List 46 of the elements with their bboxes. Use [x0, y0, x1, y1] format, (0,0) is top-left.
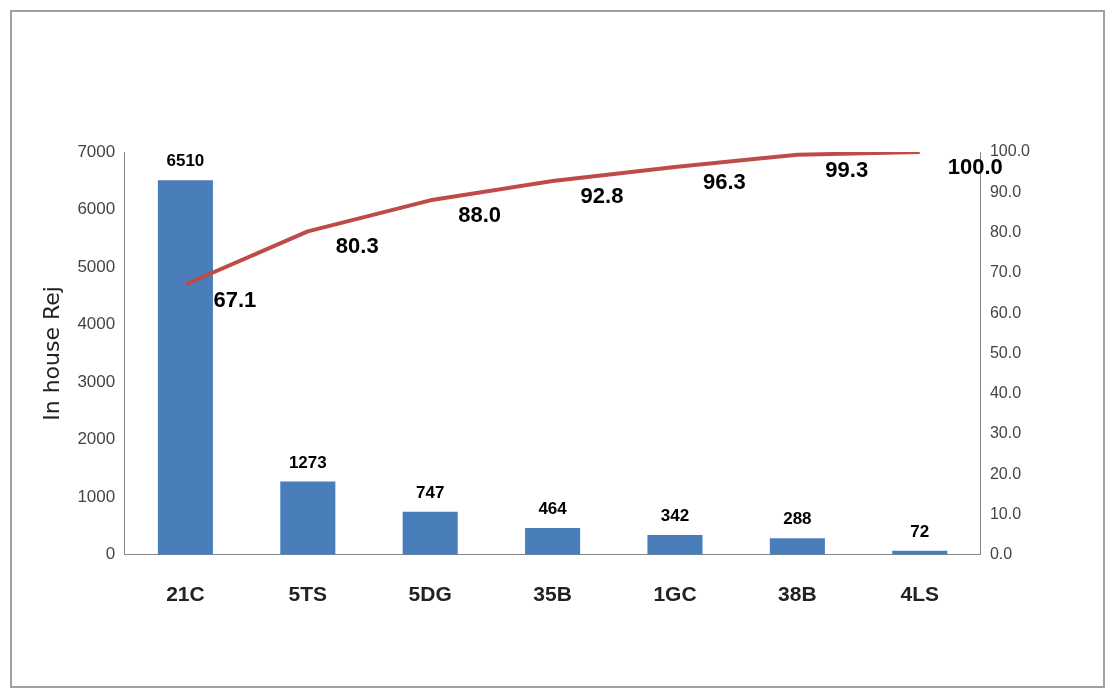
y2-tick-label: 50.0 [989, 343, 1022, 361]
bar [402, 511, 458, 555]
y2-tick-label: 0.0 [989, 545, 1013, 563]
x-tick-label: 5DG [408, 582, 452, 606]
x-tick-label: 5TS [288, 582, 328, 606]
x-tick-label: 21C [166, 582, 205, 606]
data-label: 464 [538, 499, 568, 519]
y-tick-label: 5000 [77, 256, 116, 276]
y2-tick-label: 60.0 [989, 303, 1022, 321]
y-tick-label: 6000 [77, 199, 116, 219]
data-label: 6510 [166, 151, 205, 171]
bar [647, 535, 703, 555]
y-axis-title: In house Rej [38, 286, 64, 421]
y2-tick-label: 80.0 [989, 222, 1022, 240]
data-label: 67.1 [213, 286, 257, 312]
data-label: 747 [416, 483, 445, 502]
x-tick-label: 4LS [900, 582, 940, 606]
x-tick-label: 35B [533, 582, 572, 606]
bar [769, 538, 825, 555]
y2-tick-label: 100.0 [989, 142, 1031, 160]
y-tick-label: 2000 [77, 429, 116, 449]
y-tick-label: 7000 [77, 141, 116, 161]
y-tick-label: 4000 [77, 314, 116, 334]
data-label: 88.0 [458, 202, 502, 228]
y2-tick-label: 20.0 [989, 464, 1022, 482]
y2-tick-label: 30.0 [989, 424, 1022, 442]
y-tick-label: 0 [105, 544, 116, 564]
x-tick-label: 38B [778, 582, 817, 606]
bar [525, 528, 581, 555]
y2-tick-label: 10.0 [989, 504, 1022, 522]
bar [157, 180, 213, 555]
x-tick-label: 1GC [653, 582, 697, 606]
data-label: 92.8 [580, 183, 624, 209]
data-label: 99.3 [825, 156, 869, 182]
data-label: 72 [910, 521, 930, 541]
y-tick-label: 1000 [77, 486, 116, 506]
y2-tick-label: 90.0 [989, 182, 1022, 200]
data-label: 1273 [288, 452, 327, 472]
data-label: 342 [660, 506, 690, 526]
y2-tick-label: 40.0 [989, 384, 1022, 402]
y-tick-label: 3000 [77, 371, 116, 391]
data-label: 288 [783, 509, 812, 529]
bar [280, 481, 336, 555]
data-label: 80.3 [335, 233, 379, 259]
y2-tick-label: 70.0 [989, 263, 1022, 281]
data-label: 96.3 [702, 168, 746, 194]
